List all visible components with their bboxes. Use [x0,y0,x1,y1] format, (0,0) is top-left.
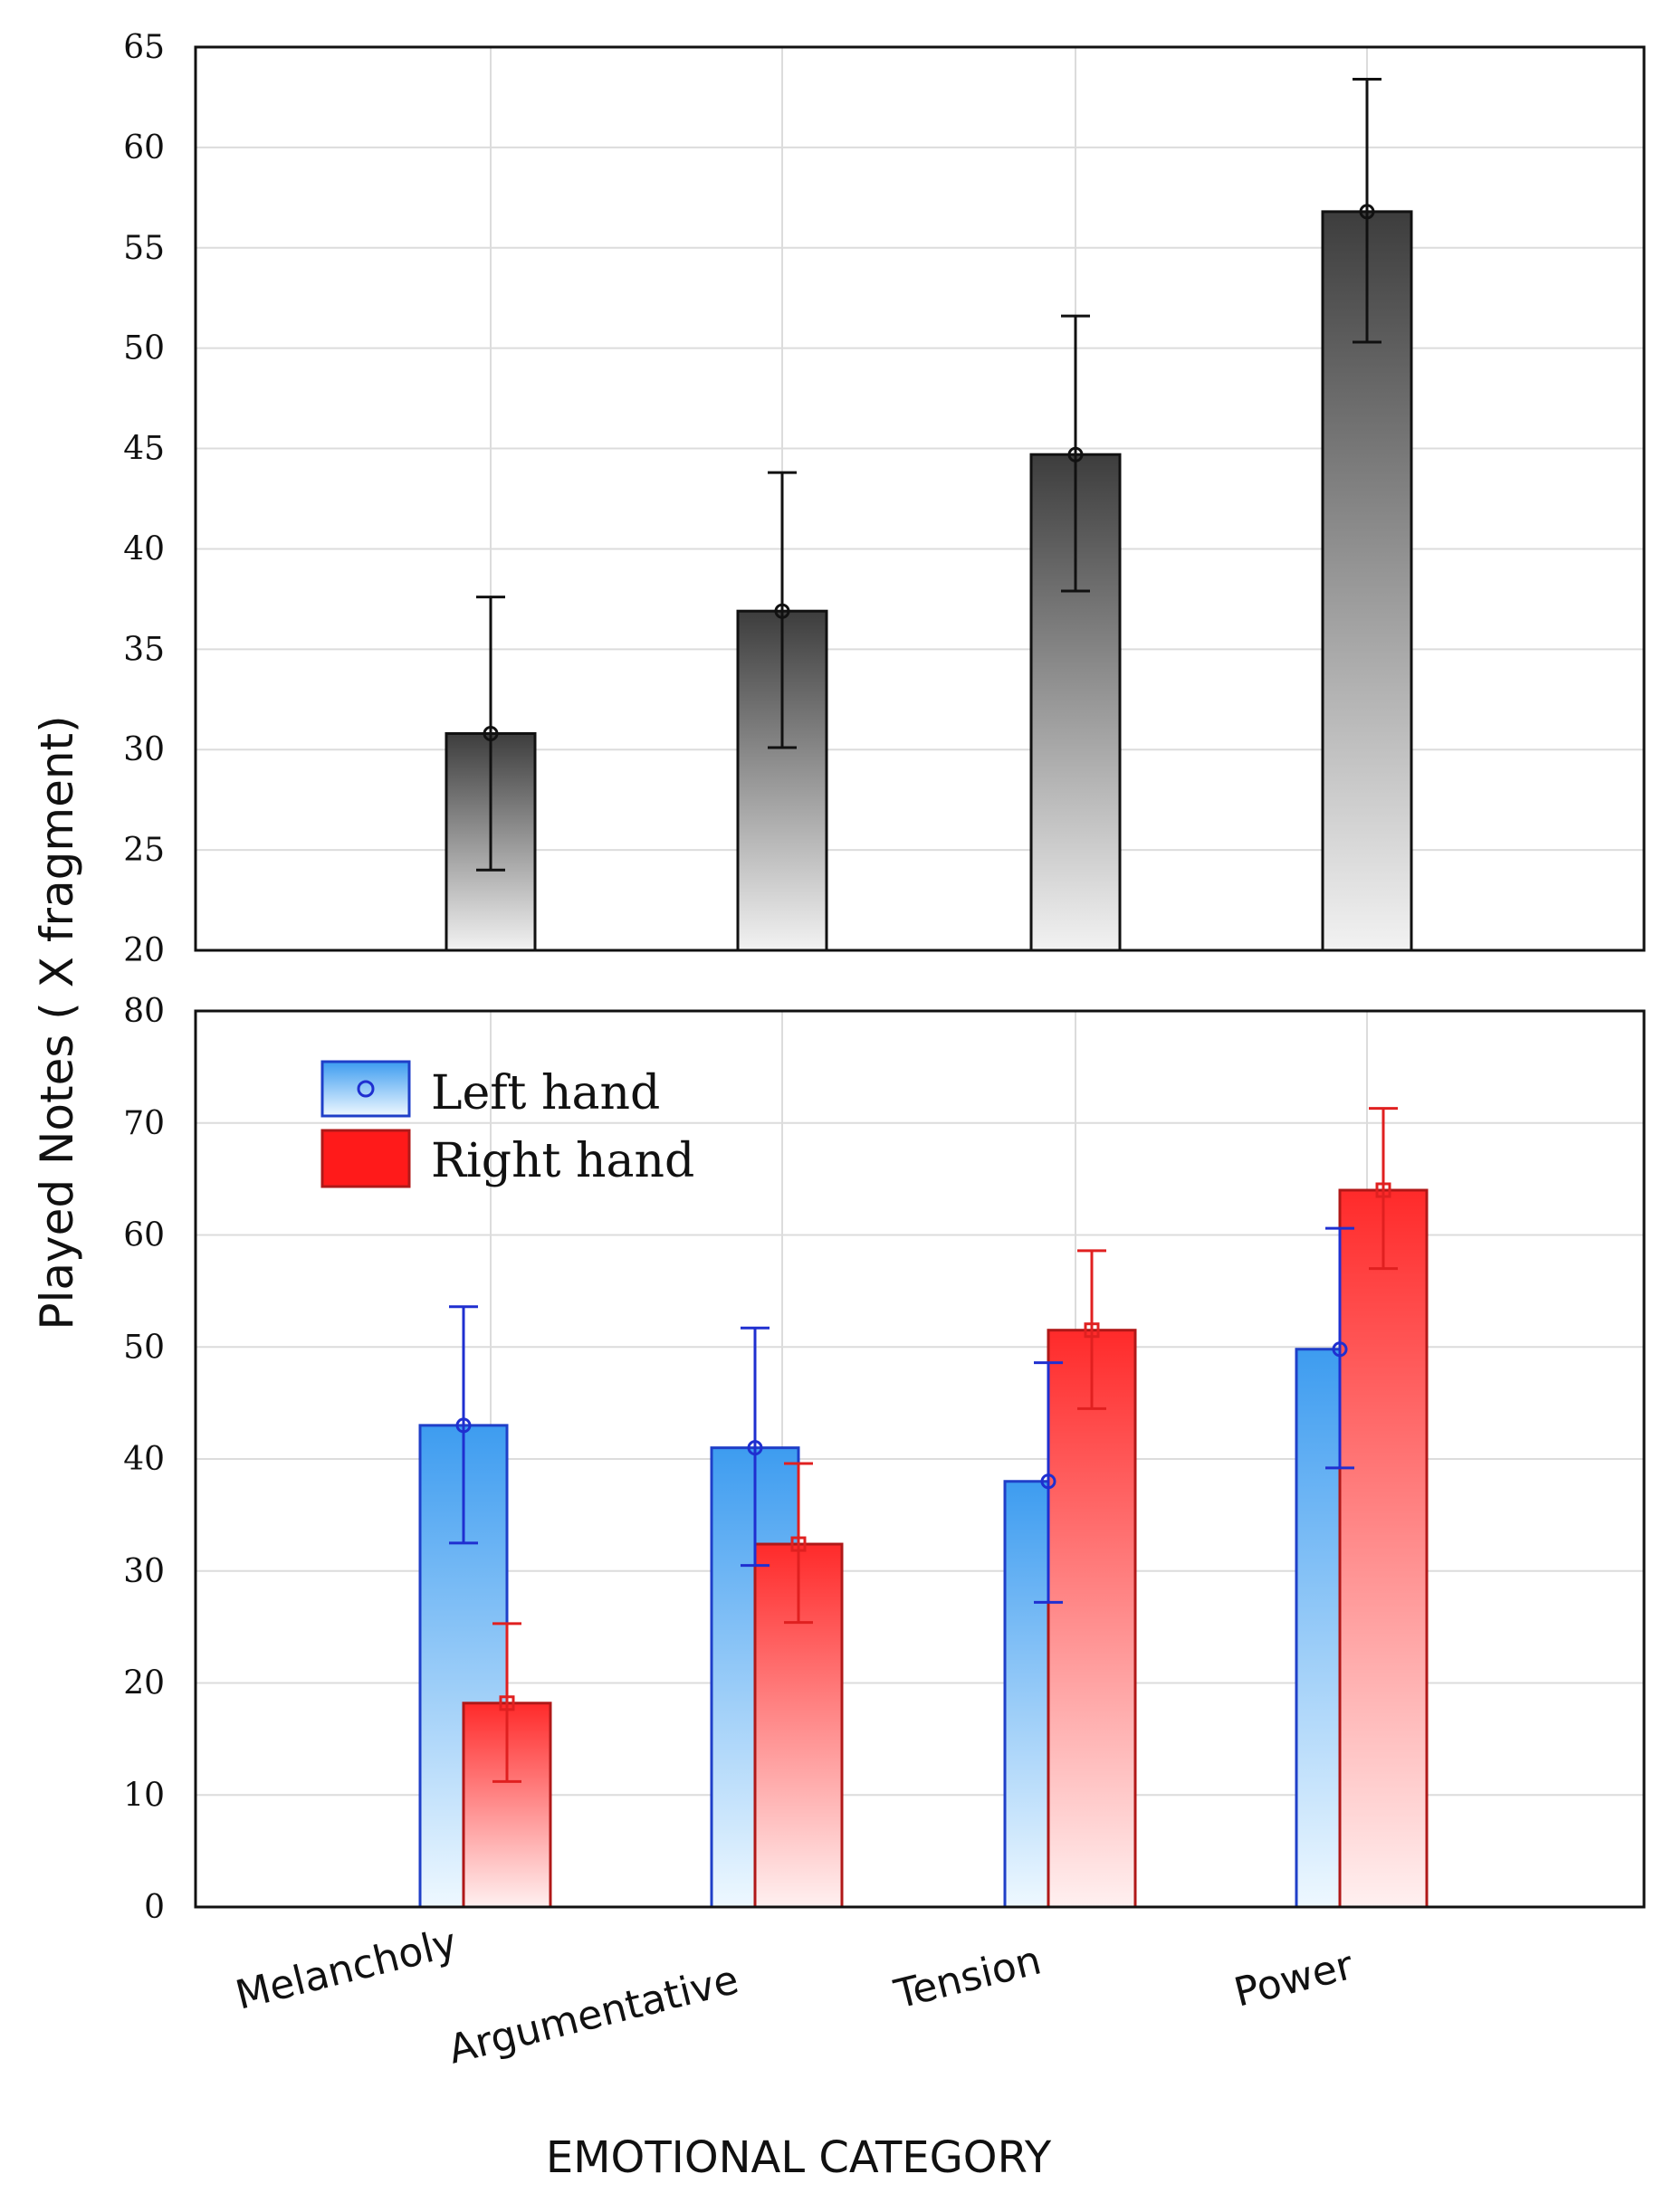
top-y-tick-label: 30 [123,731,165,768]
top-y-tick-label: 25 [123,832,165,869]
bot-y-tick-label: 10 [123,1777,165,1814]
bot-y-tick-label: 0 [144,1889,165,1926]
mean-marker [499,1695,515,1711]
bot-error-bar-right-hand-argumentative [784,1462,813,1625]
mean-marker [1375,1182,1391,1198]
top-y-tick-label: 50 [123,330,165,367]
top-y-tick-label: 55 [123,230,165,267]
top-y-tick-label: 35 [123,631,165,668]
mean-marker [1084,1322,1100,1339]
top-chart-frame [194,45,1646,952]
bottom-chart-error-bars [449,1107,1398,1783]
top-y-tick-label: 20 [123,932,165,969]
bot-error-bar-left-hand-melancholy [449,1305,478,1545]
bot-y-tick-label: 70 [123,1105,165,1142]
bottom-chart-y-tick-labels: 0 10 20 30 40 50 60 70 80 [123,993,165,1926]
top-chart-y-tick-labels: 20 25 30 35 40 45 50 55 60 65 [123,29,165,969]
x-axis-label: EMOTIONAL CATEGORY [546,2132,1052,2183]
mean-marker [1040,1473,1056,1490]
top-chart-gridlines [196,46,1644,951]
top-y-tick-label: 40 [123,530,165,567]
legend-marker-left-hand [357,1080,375,1098]
bot-error-bar-right-hand-tension [1077,1249,1106,1410]
x-category-labels: Melancholy Argumentative Tension Power [231,1920,1358,2074]
bot-y-tick-label: 20 [123,1665,165,1702]
x-category-label-tension: Tension [889,1937,1046,2017]
top-error-bar-played-notes-tension [1061,314,1090,593]
x-category-label-power: Power [1229,1942,1358,2017]
bot-error-bar-left-hand-power [1325,1226,1354,1470]
top-error-bar-played-notes-argumentative [768,471,797,749]
mean-marker [483,725,499,741]
legend-swatch-right-hand [320,1129,411,1188]
mean-marker [790,1536,807,1552]
mean-marker [1359,204,1375,220]
top-y-tick-label: 60 [123,129,165,167]
bottom-chart-frame [194,1009,1646,1909]
mean-marker [747,1440,763,1456]
top-chart-bars [445,210,1413,952]
top-error-bar-played-notes-melancholy [476,596,505,872]
top-chart-error-bars [476,77,1381,872]
top-chart-panel: 20 25 30 35 40 45 50 55 60 65 [123,29,1646,969]
bottom-chart-bars [418,1188,1429,1909]
mean-marker [1067,446,1084,462]
bot-y-tick-label: 50 [123,1329,165,1366]
bot-error-bar-right-hand-power [1369,1107,1398,1271]
legend-swatch-left-hand [320,1060,411,1118]
bot-y-tick-label: 80 [123,993,165,1030]
mean-marker [1332,1341,1348,1358]
bot-y-tick-label: 30 [123,1553,165,1590]
x-category-label-argumentative: Argumentative [444,1957,742,2074]
y-axis-label: Played Notes ( X fragment) [31,715,83,1330]
mean-marker [455,1417,472,1434]
bot-error-bar-left-hand-argumentative [741,1326,770,1568]
legend: Left hand Right hand [320,1060,694,1188]
legend-label-right-hand: Right hand [431,1134,694,1188]
x-category-label-melancholy: Melancholy [231,1920,461,2019]
bottom-chart-panel: 0 10 20 30 40 50 60 70 80 Left hand Right hand [123,993,1646,1926]
bot-y-tick-label: 60 [123,1217,165,1254]
bot-bar-right-hand-power [1338,1188,1429,1909]
bot-y-tick-label: 40 [123,1441,165,1478]
bot-error-bar-left-hand-tension [1034,1361,1063,1604]
mean-marker [774,603,790,619]
top-error-bar-played-notes-power [1353,77,1381,344]
top-y-tick-label: 65 [123,29,165,66]
top-y-tick-label: 45 [123,431,165,468]
bot-error-bar-right-hand-melancholy [492,1622,521,1783]
bot-bar-right-hand-tension [1047,1329,1137,1909]
legend-label-left-hand: Left hand [431,1066,660,1120]
